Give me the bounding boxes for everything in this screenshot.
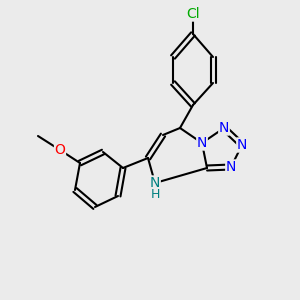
Text: N: N — [197, 136, 207, 150]
Text: H: H — [150, 188, 160, 202]
Text: N: N — [150, 176, 160, 190]
Text: O: O — [55, 143, 65, 157]
Text: N: N — [219, 121, 229, 135]
Text: N: N — [237, 138, 247, 152]
Text: N: N — [226, 160, 236, 174]
Text: Cl: Cl — [186, 7, 200, 21]
